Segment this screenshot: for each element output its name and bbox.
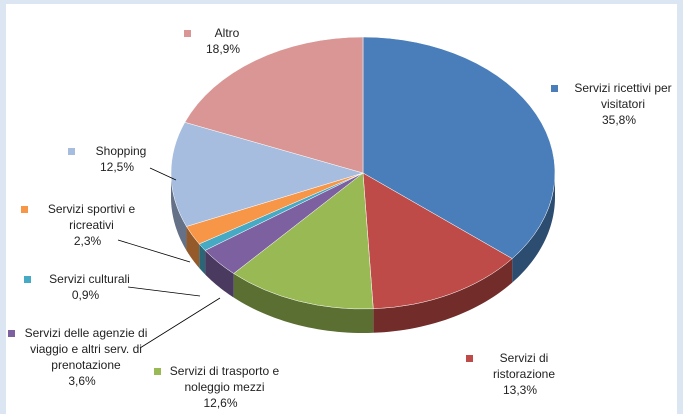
- leader-line: [127, 286, 201, 297]
- legend-swatch: [21, 206, 28, 213]
- slice-side: [205, 250, 234, 298]
- label-name: Servizi delle agenzie di viaggio e altri…: [24, 326, 148, 372]
- data-label: Servizi di ristorazione 13,3%: [466, 350, 570, 398]
- data-label: Shopping 12,5%: [68, 143, 162, 175]
- label-value: 2,3%: [73, 234, 102, 248]
- legend-swatch: [154, 368, 161, 375]
- data-label: Servizi sportivi e ricreativi 2,3%: [21, 201, 150, 249]
- label-name: Servizi culturali: [49, 272, 130, 286]
- slice: [362, 36, 556, 259]
- slice-side: [186, 226, 200, 268]
- label-name: Servizi di trasporto e noleggio mezzi: [169, 364, 280, 394]
- slice: [184, 36, 364, 174]
- label-name: Servizi di ristorazione: [492, 351, 556, 381]
- label-value: 12,6%: [203, 396, 238, 410]
- leader-line: [117, 239, 191, 263]
- data-label: Servizi culturali 0,9%: [24, 271, 143, 303]
- slice: [362, 172, 513, 310]
- slice-side: [233, 273, 374, 333]
- label-value: 12,5%: [99, 160, 135, 174]
- slice-side: [512, 173, 555, 283]
- leader-line: [139, 297, 221, 349]
- label-value: 18,9%: [205, 42, 241, 56]
- slice: [233, 172, 374, 310]
- data-label: Servizi delle agenzie di viaggio e altri…: [8, 325, 152, 389]
- data-label: Servizi ricettivi per visitatori 35,8%: [551, 80, 683, 128]
- leader-line: [149, 167, 177, 181]
- label-name: Shopping: [95, 144, 147, 158]
- legend-swatch: [184, 30, 191, 37]
- label-value: 35,8%: [601, 113, 637, 127]
- label-value: 13,3%: [502, 383, 538, 397]
- slice-side: [373, 258, 513, 333]
- legend-swatch: [8, 330, 15, 337]
- label-name: Altro: [214, 26, 240, 40]
- legend-swatch: [466, 355, 473, 362]
- slice: [170, 121, 364, 227]
- legend-swatch: [551, 85, 558, 92]
- data-label: Servizi di trasporto e noleggio mezzi 12,…: [154, 363, 283, 411]
- label-name: Servizi sportivi e ricreativi: [47, 202, 136, 232]
- label-value: 0,9%: [71, 288, 100, 302]
- slice-side: [199, 243, 206, 275]
- label-name: Servizi ricettivi per visitatori: [574, 81, 672, 111]
- legend-swatch: [24, 276, 31, 283]
- data-label: Altro 18,9%: [184, 25, 258, 57]
- label-value: 3,6%: [68, 374, 96, 388]
- legend-swatch: [68, 148, 75, 155]
